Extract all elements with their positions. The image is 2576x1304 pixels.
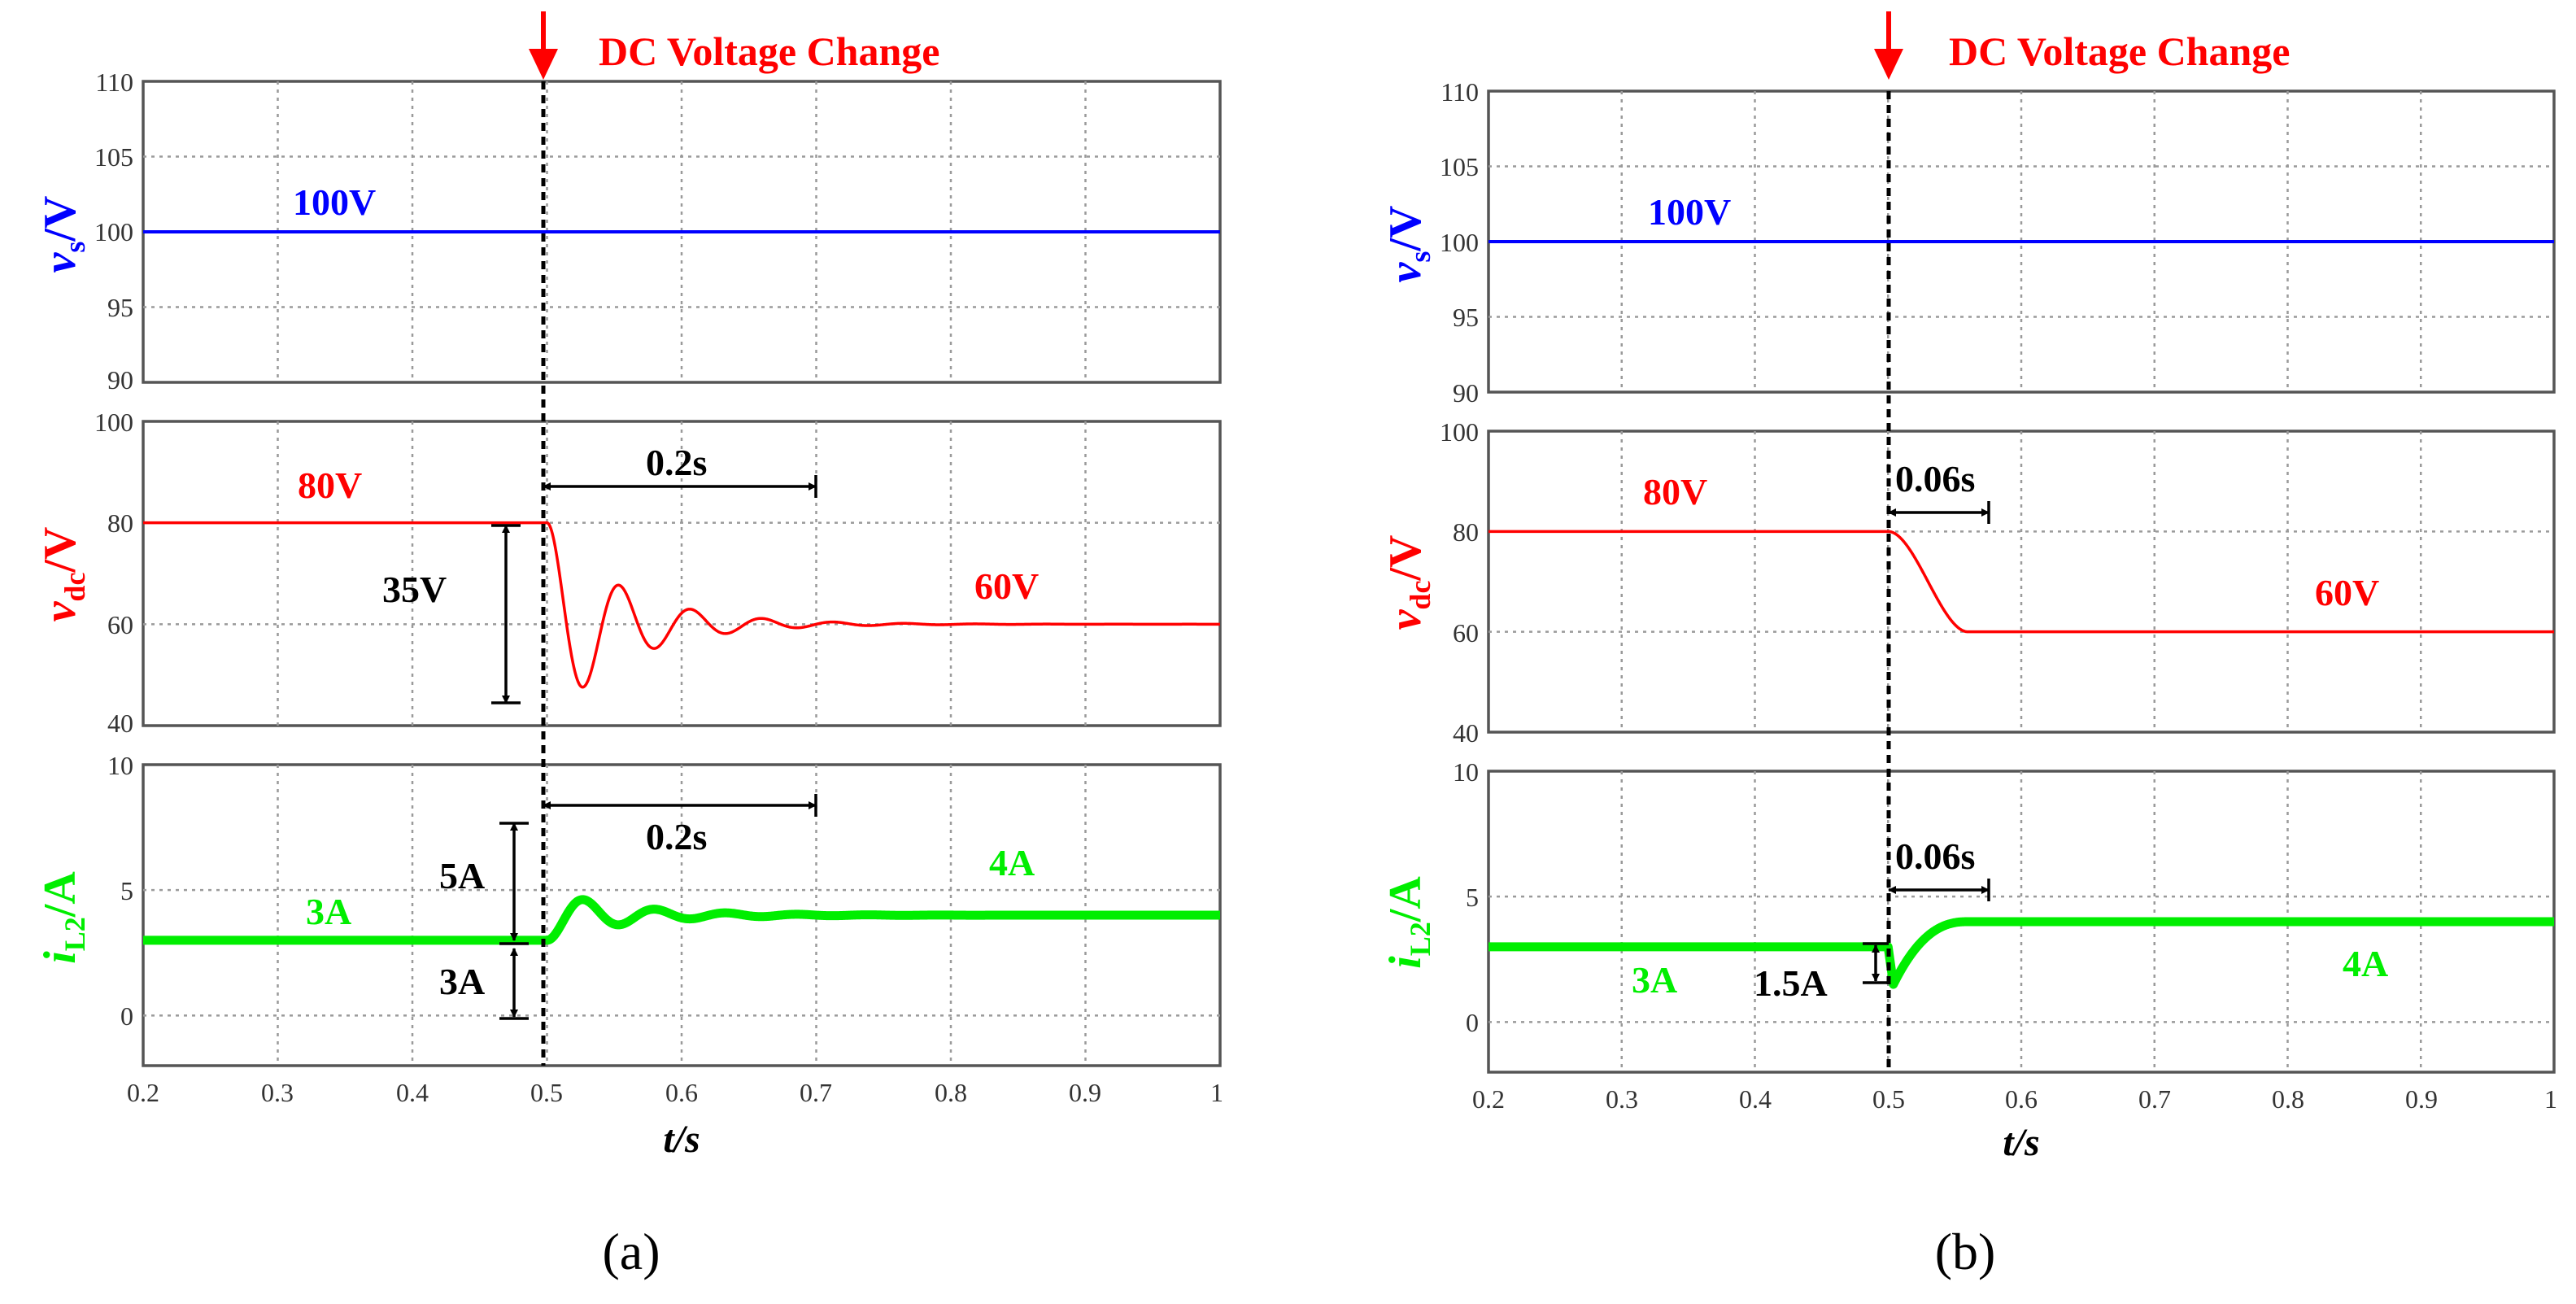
event-marker-a bbox=[529, 11, 558, 80]
ylabel-a-il2: iL2/A bbox=[35, 871, 91, 964]
ytick-a-vdc-80: 80 bbox=[107, 508, 133, 538]
xtick-a-1: 0.3 bbox=[261, 1078, 294, 1107]
caption-b: (b) bbox=[1935, 1223, 1996, 1280]
label-a-il2-overshoot: 5A bbox=[439, 855, 485, 896]
label-a-il2-before: 3A bbox=[306, 891, 351, 932]
label-a-il2-after: 4A bbox=[989, 842, 1035, 883]
ytick-b-vs-100: 100 bbox=[1440, 228, 1479, 257]
panel-b: DC Voltage Change 110 105 100 95 90 100 … bbox=[1380, 11, 2558, 1280]
xtick-b-2: 0.4 bbox=[1739, 1084, 1772, 1114]
dim-a-il2-swing: 5A 3A bbox=[439, 822, 529, 1020]
ytick-a-il2-0: 0 bbox=[120, 1001, 133, 1031]
ytick-a-vs-110: 110 bbox=[95, 68, 133, 97]
ytick-a-vdc-40: 40 bbox=[107, 709, 133, 738]
ytick-a-vs-90: 90 bbox=[107, 365, 133, 395]
down-arrow-icon bbox=[1874, 49, 1903, 80]
label-b-vdc-before: 80V bbox=[1643, 471, 1707, 512]
xtick-b-4: 0.6 bbox=[2005, 1084, 2038, 1114]
ytick-b-vdc-80: 80 bbox=[1453, 517, 1479, 547]
xtick-a-3: 0.5 bbox=[530, 1078, 563, 1107]
xtick-a-5: 0.7 bbox=[800, 1078, 832, 1107]
ylabel-a-vdc: vdc/V bbox=[35, 527, 91, 622]
ytick-a-vs-105: 105 bbox=[94, 142, 133, 172]
xtick-b-0: 0.2 bbox=[1472, 1084, 1505, 1114]
ytick-b-vdc-40: 40 bbox=[1453, 718, 1479, 748]
label-a-il2-undershoot: 3A bbox=[439, 961, 485, 1002]
label-b-il2-duration: 0.06s bbox=[1895, 835, 1975, 877]
xtick-a-2: 0.4 bbox=[396, 1078, 429, 1107]
xtick-b-6: 0.8 bbox=[2272, 1084, 2304, 1114]
xtick-a-4: 0.6 bbox=[665, 1078, 698, 1107]
ytick-a-vs-95: 95 bbox=[107, 293, 133, 322]
ytick-a-il2-5: 5 bbox=[120, 876, 133, 905]
label-b-il2-before: 3A bbox=[1632, 959, 1677, 1001]
ytick-a-vs-100: 100 bbox=[94, 217, 133, 246]
xtick-a-0: 0.2 bbox=[127, 1078, 159, 1107]
ytick-a-il2-10: 10 bbox=[107, 751, 133, 780]
ytick-b-vs-90: 90 bbox=[1453, 378, 1479, 408]
dim-a-vdc-duration: 0.2s bbox=[543, 442, 817, 498]
xlabel-b: t/s bbox=[2003, 1121, 2039, 1164]
panel-a: DC Voltage Change 110 105 100 95 90 100 … bbox=[35, 11, 1224, 1280]
ytick-a-vdc-100: 100 bbox=[94, 408, 133, 437]
trace-a-il2 bbox=[139, 895, 1224, 945]
label-b-il2-dip: 1.5A bbox=[1754, 962, 1828, 1004]
event-title-b: DC Voltage Change bbox=[1949, 28, 2290, 74]
ytick-b-il2-5: 5 bbox=[1466, 883, 1479, 912]
label-a-vs-value: 100V bbox=[293, 181, 376, 223]
trace-b-vdc bbox=[1489, 530, 2554, 634]
dim-a-vdc-drop: 35V bbox=[382, 524, 521, 704]
label-a-vdc-drop: 35V bbox=[382, 569, 447, 610]
trace-a-vdc bbox=[143, 521, 1220, 689]
xtick-b-7: 0.9 bbox=[2405, 1084, 2438, 1114]
xtick-b-1: 0.3 bbox=[1606, 1084, 1638, 1114]
trace-b-il2 bbox=[1484, 917, 2558, 989]
ytick-b-il2-10: 10 bbox=[1453, 757, 1479, 787]
ytick-b-vs-105: 105 bbox=[1440, 152, 1479, 181]
ytick-b-vdc-100: 100 bbox=[1440, 417, 1479, 447]
ylabel-b-vs: vs/V bbox=[1380, 206, 1436, 283]
dim-b-vdc-duration: 0.06s bbox=[1888, 458, 1990, 524]
xtick-b-5: 0.7 bbox=[2138, 1084, 2171, 1114]
label-a-vdc-after: 60V bbox=[974, 565, 1039, 607]
ytick-a-vdc-60: 60 bbox=[107, 610, 133, 639]
ylabel-b-vdc: vdc/V bbox=[1380, 535, 1436, 630]
event-marker-b bbox=[1874, 11, 1903, 80]
down-arrow-icon bbox=[529, 49, 558, 80]
dim-a-il2-duration: 0.2s bbox=[543, 794, 817, 857]
label-b-il2-after: 4A bbox=[2343, 943, 2388, 984]
ytick-b-vs-95: 95 bbox=[1453, 303, 1479, 332]
xtick-b-8: 1 bbox=[2544, 1084, 2557, 1114]
label-b-vdc-after: 60V bbox=[2315, 572, 2379, 613]
xtick-a-7: 0.9 bbox=[1069, 1078, 1101, 1107]
event-title-a: DC Voltage Change bbox=[599, 28, 939, 74]
ylabel-a-vs: vs/V bbox=[35, 196, 91, 273]
label-b-vdc-duration: 0.06s bbox=[1895, 458, 1975, 499]
ytick-b-il2-0: 0 bbox=[1466, 1008, 1479, 1037]
label-a-vdc-duration: 0.2s bbox=[646, 442, 707, 483]
xtick-a-8: 1 bbox=[1210, 1078, 1223, 1107]
dim-b-il2-dip: 1.5A bbox=[1754, 942, 1889, 1004]
xtick-b-3: 0.5 bbox=[1872, 1084, 1905, 1114]
dim-b-il2-duration: 0.06s bbox=[1888, 835, 1990, 901]
xtick-a-6: 0.8 bbox=[935, 1078, 967, 1107]
caption-a: (a) bbox=[602, 1223, 660, 1280]
xlabel-a: t/s bbox=[663, 1118, 700, 1161]
label-a-vdc-before: 80V bbox=[298, 464, 362, 506]
label-a-il2-duration: 0.2s bbox=[646, 816, 707, 857]
ytick-b-vdc-60: 60 bbox=[1453, 618, 1479, 648]
ylabel-b-il2: iL2/A bbox=[1380, 876, 1436, 969]
ytick-b-vs-110: 110 bbox=[1441, 77, 1479, 107]
label-b-vs-value: 100V bbox=[1648, 191, 1731, 233]
grid-a bbox=[143, 81, 1220, 1066]
